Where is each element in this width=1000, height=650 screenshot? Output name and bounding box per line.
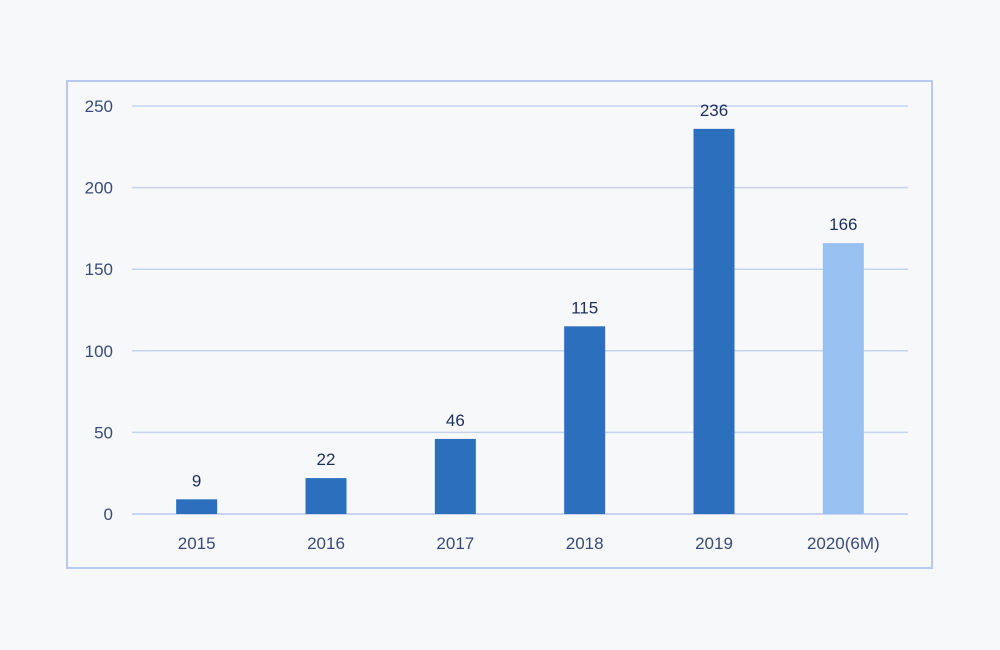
- x-tick-label: 2017: [436, 534, 474, 553]
- x-tick-label: 2019: [695, 534, 733, 553]
- x-tick-label: 2016: [307, 534, 345, 553]
- bar: [434, 438, 476, 514]
- y-tick-label: 0: [104, 505, 113, 524]
- y-tick-label: 50: [94, 423, 113, 442]
- x-tick-label: 2020(6M): [807, 534, 880, 553]
- bar: [305, 478, 347, 514]
- y-tick-label: 250: [85, 97, 113, 116]
- data-label: 166: [829, 215, 857, 234]
- y-tick-label: 100: [85, 342, 113, 361]
- bar: [176, 499, 218, 514]
- bar: [822, 243, 864, 514]
- data-label: 46: [446, 411, 465, 430]
- chart-frame: [66, 80, 933, 569]
- data-label: 9: [192, 471, 201, 490]
- x-tick-label: 2015: [178, 534, 216, 553]
- data-label: 22: [317, 450, 336, 469]
- bar: [693, 128, 735, 514]
- y-tick-label: 200: [85, 179, 113, 198]
- y-tick-label: 150: [85, 260, 113, 279]
- x-tick-label: 2018: [566, 534, 604, 553]
- data-label: 236: [700, 101, 728, 120]
- data-label: 115: [571, 298, 598, 317]
- bar: [564, 326, 606, 514]
